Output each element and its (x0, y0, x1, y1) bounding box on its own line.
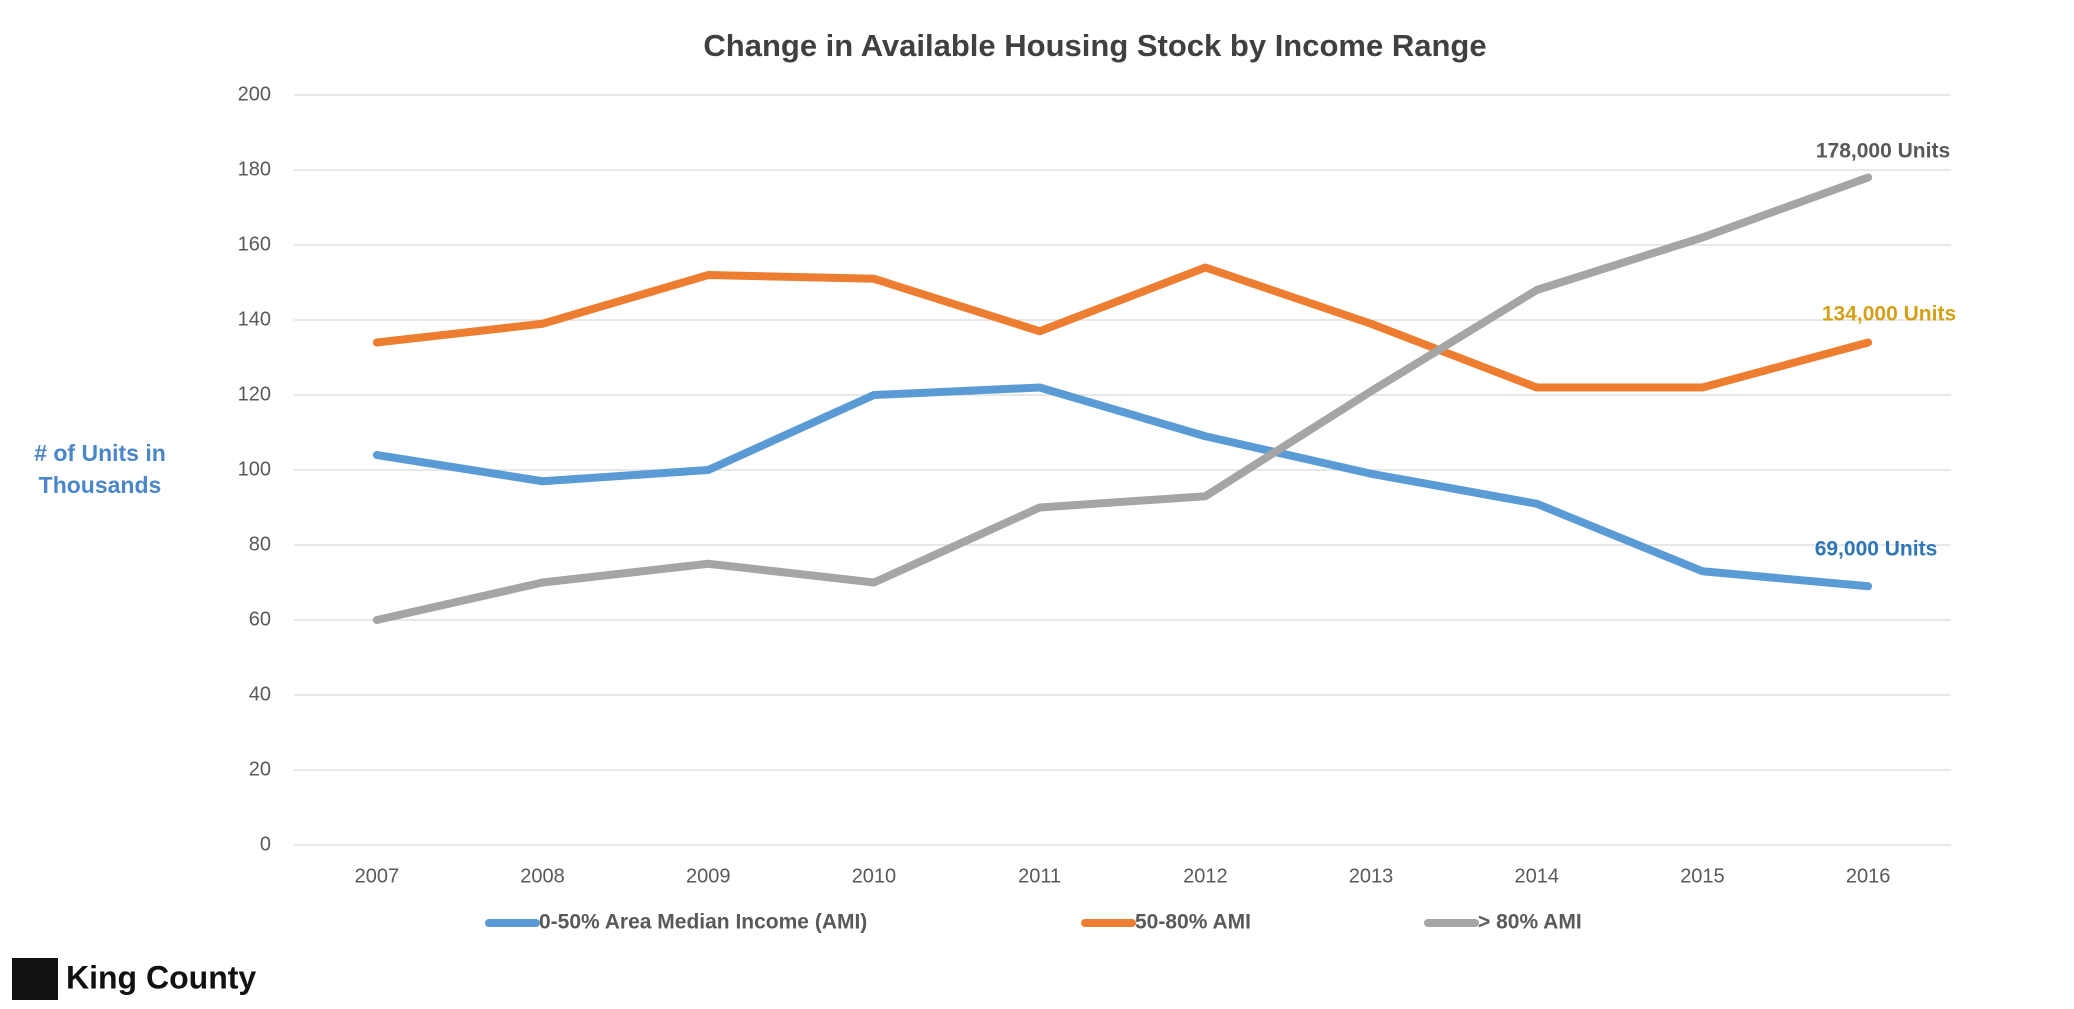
y-tick-label: 200 (238, 83, 271, 105)
y-axis-label: Thousands (39, 472, 162, 498)
legend-label: 50-80% AMI (1135, 911, 1251, 934)
chart-title: Change in Available Housing Stock by Inc… (703, 28, 1486, 63)
y-tick-label: 140 (238, 308, 271, 330)
annotation: 178,000 Units (1816, 140, 1950, 163)
annotation: 134,000 Units (1822, 303, 1956, 326)
x-tick-label: 2014 (1515, 865, 1560, 887)
x-tick-label: 2010 (852, 865, 897, 887)
x-tick-label: 2011 (1018, 865, 1061, 887)
x-tick-label: 2008 (520, 865, 565, 887)
series-line (372, 263, 1873, 392)
logo-text: King County (66, 959, 256, 995)
legend-label: > 80% AMI (1478, 911, 1582, 934)
x-tick-label: 2013 (1349, 865, 1394, 887)
x-tick-label: 2015 (1680, 865, 1725, 887)
y-tick-label: 100 (238, 458, 271, 480)
annotation: 69,000 Units (1815, 538, 1938, 561)
y-tick-label: 60 (249, 608, 271, 630)
series-line (372, 383, 1873, 591)
y-tick-label: 80 (249, 533, 271, 555)
y-tick-label: 160 (238, 233, 271, 255)
x-tick-label: 2007 (355, 865, 400, 887)
y-tick-label: 0 (260, 833, 271, 855)
x-tick-label: 2009 (686, 865, 731, 887)
y-tick-label: 40 (249, 683, 271, 705)
y-axis-label: # of Units in (34, 440, 166, 466)
logo: King County (12, 958, 256, 1000)
x-tick-label: 2012 (1183, 865, 1228, 887)
y-tick-label: 180 (238, 158, 271, 180)
legend-label: 0-50% Area Median Income (AMI) (539, 911, 867, 934)
y-tick-label: 120 (238, 383, 271, 405)
y-tick-label: 20 (249, 758, 271, 780)
logo-icon (12, 958, 58, 1000)
x-tick-label: 2016 (1846, 865, 1891, 887)
series-line (372, 173, 1873, 624)
